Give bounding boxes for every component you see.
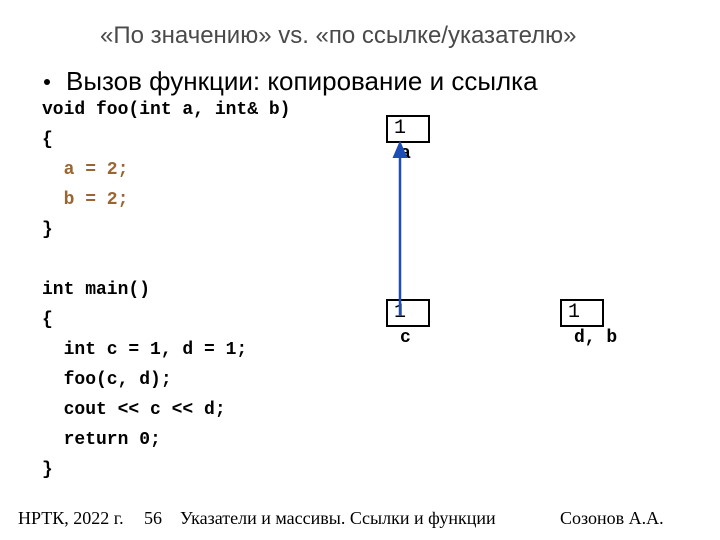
code-line: } (42, 460, 53, 480)
footer-author: Созонов А.А. (560, 508, 664, 529)
var-box-c: 1 (386, 299, 430, 327)
bullet-row: Вызов функции: копирование и ссылка (44, 66, 538, 97)
code-line: b = 2; (42, 190, 128, 210)
var-box-d: 1 (560, 299, 604, 327)
slide-root: «По значению» vs. «по ссылке/указателю» … (0, 0, 720, 540)
bullet-dot (44, 79, 50, 85)
footer-topic: Указатели и массивы. Ссылки и функции (180, 508, 496, 529)
code-line: { (42, 130, 53, 150)
footer-org-year: НРТК, 2022 г. (18, 508, 124, 529)
var-value-a: 1 (394, 117, 406, 140)
code-line: cout << c << d; (42, 400, 226, 420)
var-label-a: a (400, 144, 411, 164)
code-line: int c = 1, d = 1; (42, 340, 247, 360)
footer-page-number: 56 (144, 508, 162, 529)
bullet-text: Вызов функции: копирование и ссылка (66, 66, 538, 97)
code-line: } (42, 220, 53, 240)
code-line: { (42, 310, 53, 330)
code-line: int main() (42, 280, 150, 300)
var-label-c: c (400, 328, 411, 348)
code-line: void foo(int a, int& b) (42, 100, 290, 120)
slide-title: «По значению» vs. «по ссылке/указателю» (100, 22, 577, 50)
code-line: return 0; (42, 430, 161, 450)
var-box-a: 1 (386, 115, 430, 143)
code-line: a = 2; (42, 160, 128, 180)
var-label-d: d, b (574, 328, 617, 348)
code-line: foo(c, d); (42, 370, 172, 390)
var-value-c: 1 (394, 301, 406, 324)
var-value-d: 1 (568, 301, 580, 324)
